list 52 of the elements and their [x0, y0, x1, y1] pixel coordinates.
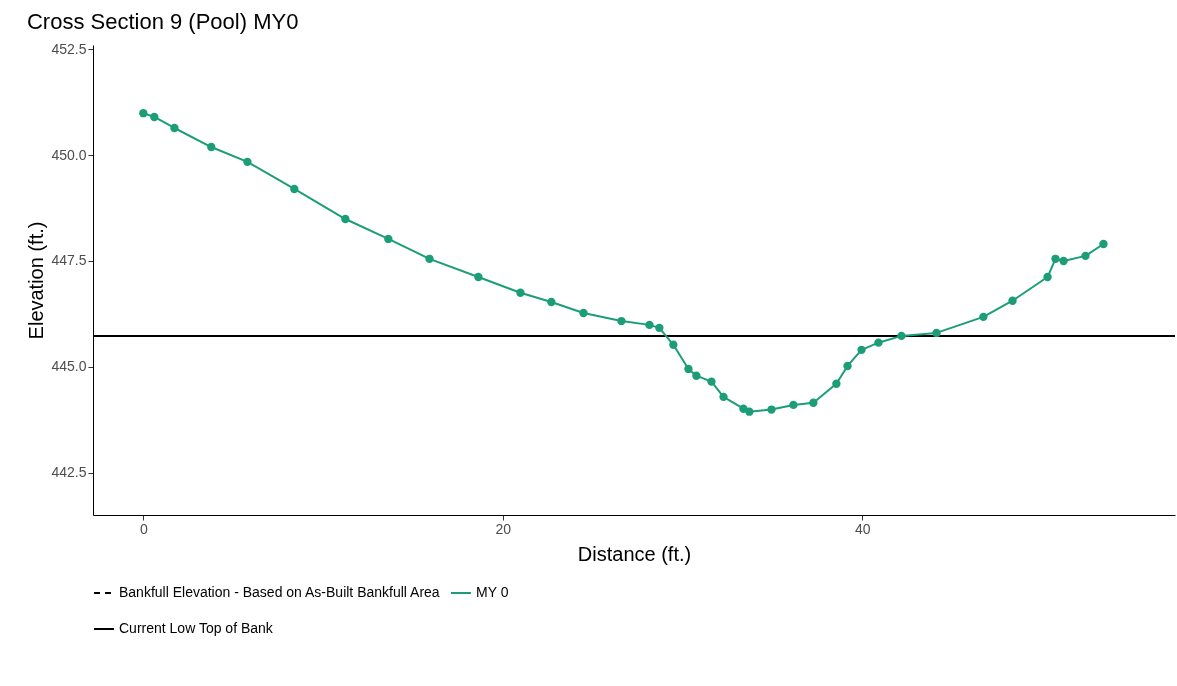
x-tick-label: 20	[495, 520, 512, 537]
y-tick-label: 445.0	[51, 358, 87, 375]
x-tick-label: 0	[139, 520, 148, 537]
point	[207, 142, 216, 152]
point	[1043, 272, 1052, 282]
x-axis-title: Distance (ft.)	[577, 542, 692, 565]
y-tick-label: 450.0	[51, 146, 87, 163]
point	[692, 371, 701, 380]
chart-title: Cross Section 9 (Pool) MY0	[26, 9, 299, 35]
point	[809, 398, 818, 407]
legend-label: MY 0	[476, 584, 509, 600]
y-tick-label: 452.5	[51, 40, 87, 57]
y-axis-title: Elevation (ft.)	[25, 221, 48, 340]
point	[290, 184, 299, 194]
point	[384, 234, 393, 244]
point	[1099, 239, 1108, 249]
point	[579, 308, 588, 318]
point	[1059, 256, 1068, 266]
point	[874, 338, 883, 347]
point	[932, 328, 941, 338]
point	[843, 361, 852, 371]
point	[139, 109, 148, 118]
point	[1081, 251, 1090, 261]
point	[789, 400, 798, 410]
point	[767, 405, 776, 414]
y-tick-label: 447.5	[51, 252, 87, 269]
legend-label: Current Low Top of Bank	[119, 620, 274, 636]
y-tick-label: 442.5	[51, 464, 87, 481]
point	[1008, 296, 1017, 305]
point	[341, 214, 350, 224]
point	[684, 364, 693, 374]
point	[719, 392, 728, 402]
point	[897, 331, 906, 341]
point	[516, 288, 525, 297]
point	[857, 345, 866, 355]
point	[979, 312, 988, 322]
text: Bankfull Elevation - Based on As-Built Bankfull Area	[119, 584, 440, 600]
point	[150, 112, 159, 122]
point	[170, 123, 179, 133]
point	[645, 320, 654, 330]
point	[745, 407, 754, 416]
point	[655, 323, 664, 333]
point	[547, 297, 556, 307]
point	[832, 379, 841, 388]
point	[669, 340, 678, 349]
point	[707, 377, 716, 386]
point	[474, 272, 483, 282]
point	[425, 254, 434, 263]
x-tick-label: 40	[854, 520, 871, 537]
point	[1051, 254, 1060, 263]
point	[243, 157, 252, 167]
point	[617, 316, 626, 326]
